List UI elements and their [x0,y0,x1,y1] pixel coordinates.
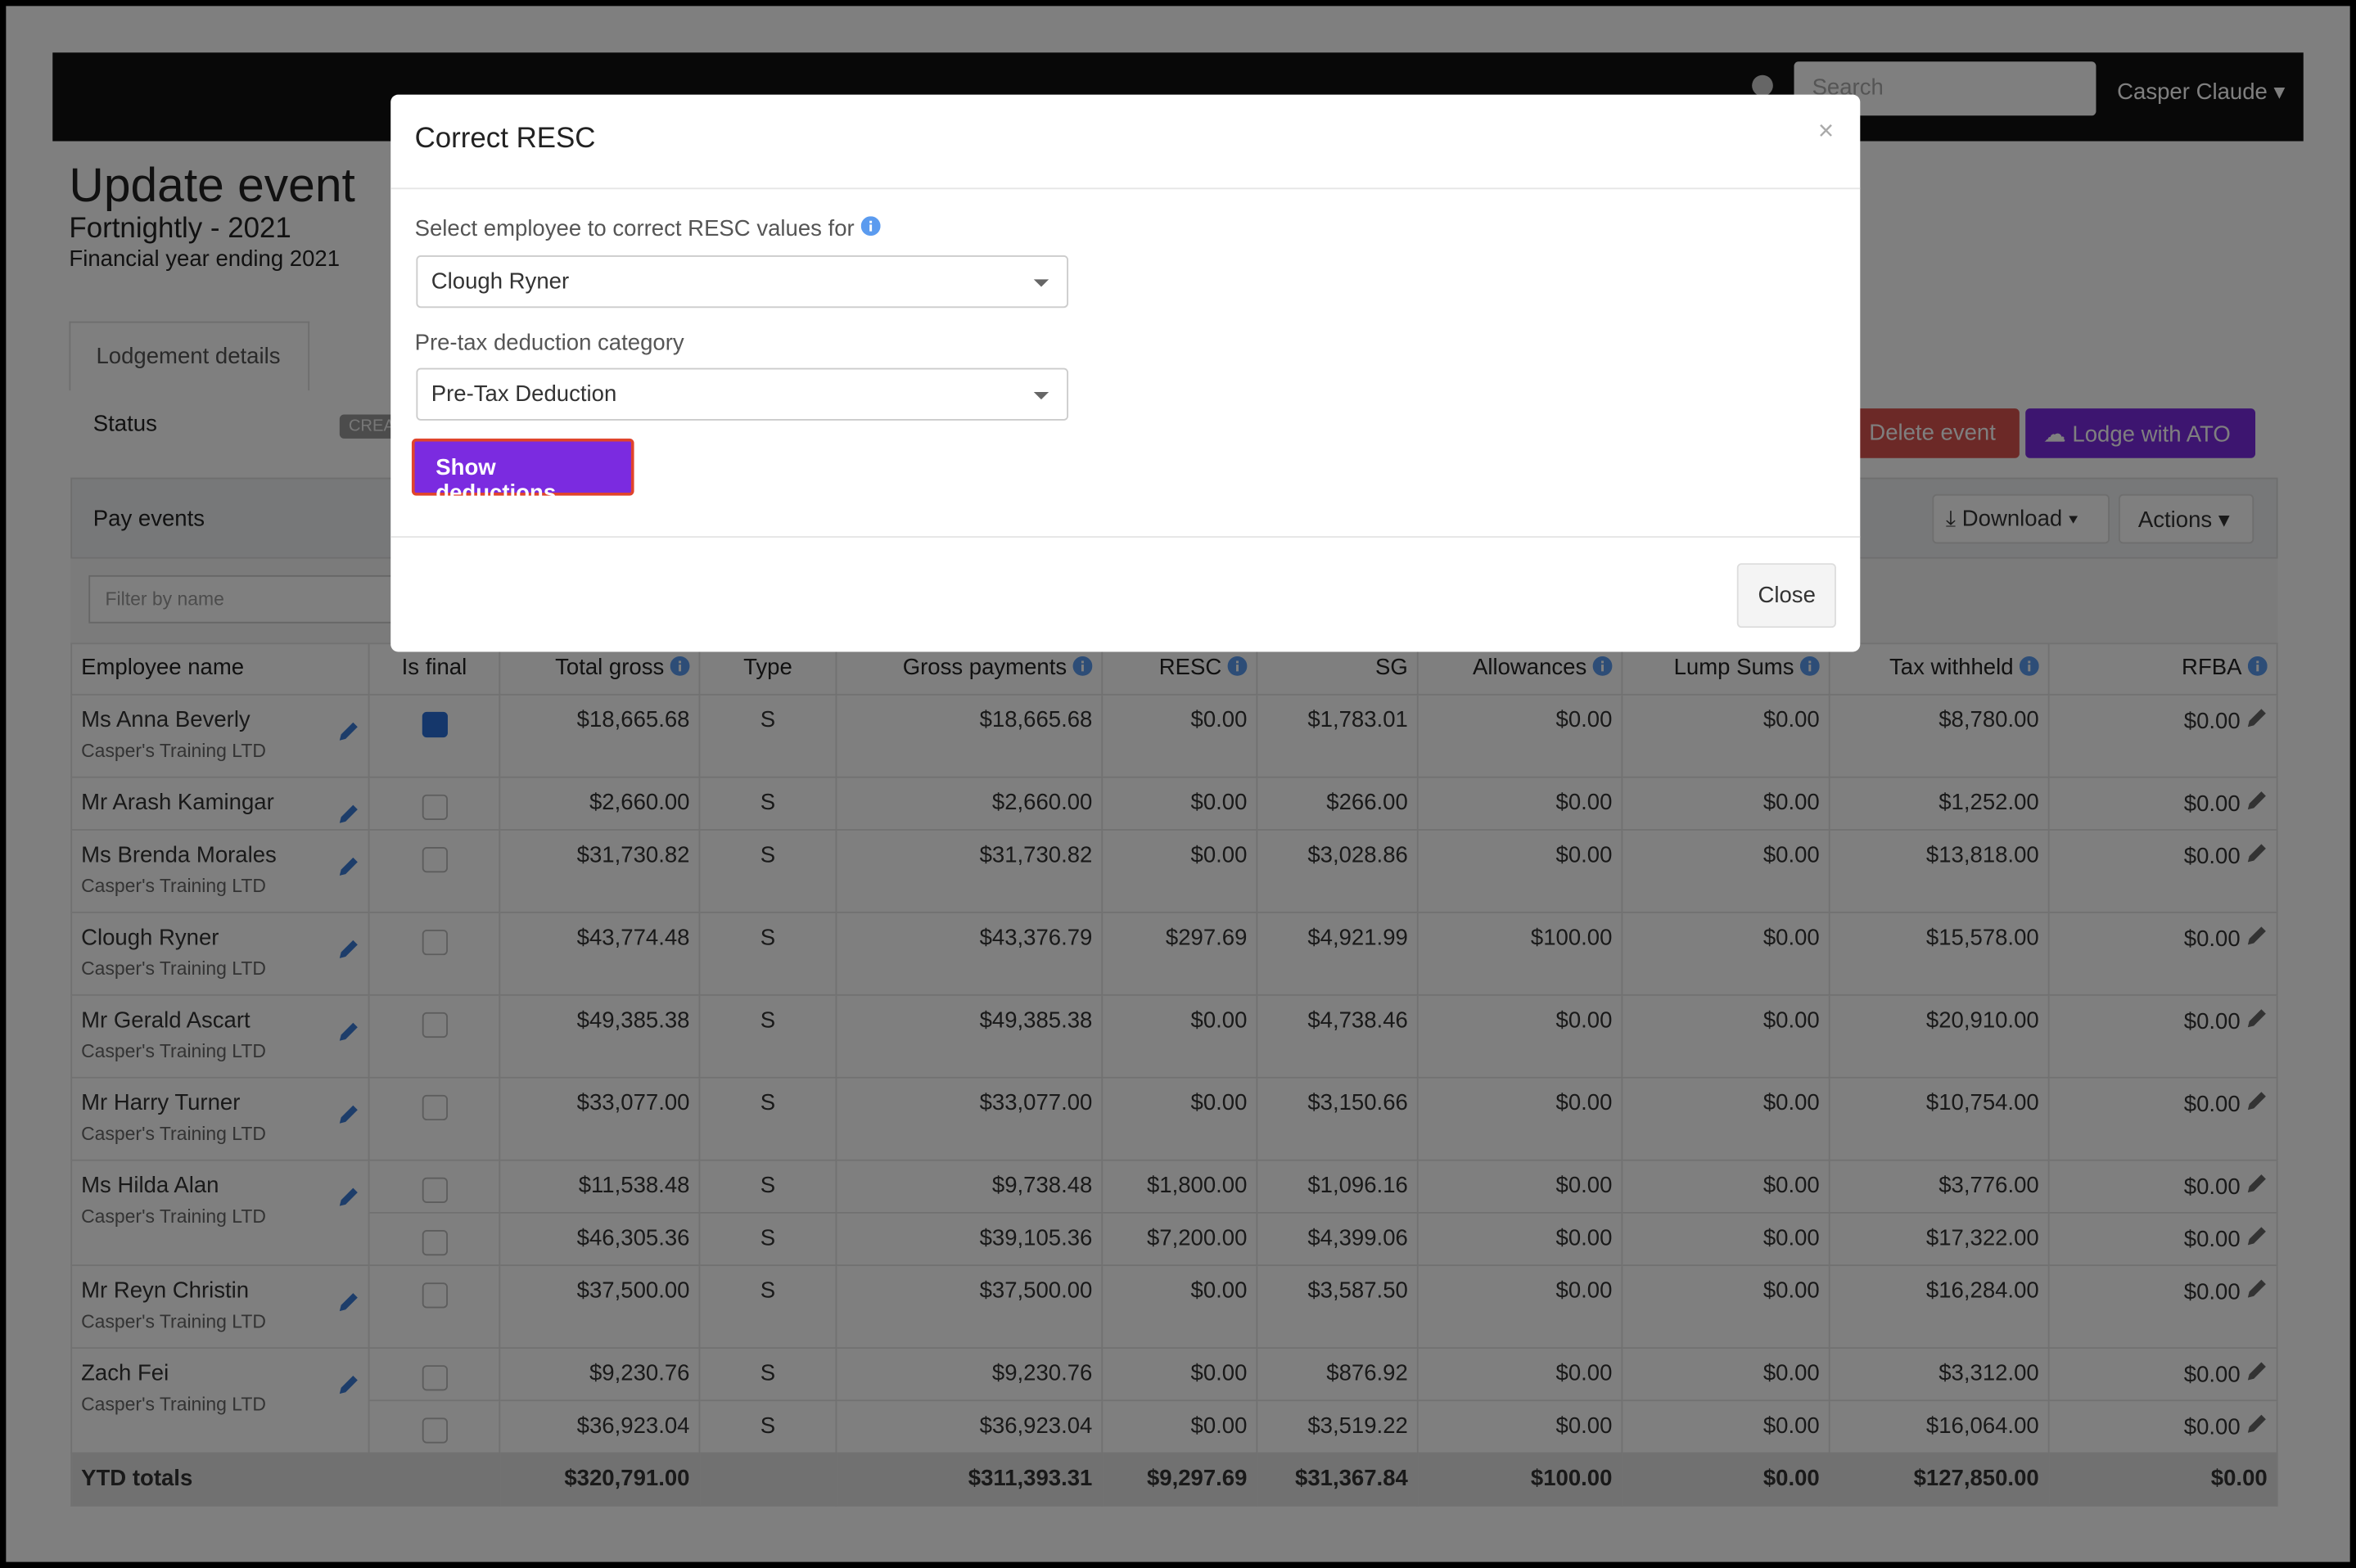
category-label: Pre-tax deduction category [414,330,684,356]
employee-value: Clough Ryner [431,268,570,295]
modal: Correct RESC × Select employee to correc… [390,94,1861,652]
show-deductions-button[interactable]: Show deductions [411,438,634,506]
category-select[interactable]: Pre-Tax Deduction [416,367,1069,421]
close-button[interactable]: Close [1736,563,1836,629]
employee-label-text: Select employee to correct RESC values f… [414,216,855,242]
info-icon[interactable] [860,216,881,237]
modal-title: Correct RESC [414,123,596,155]
category-value: Pre-Tax Deduction [431,381,617,408]
employee-select[interactable]: Clough Ryner [416,255,1069,309]
divider [390,187,1861,190]
modal-close-x[interactable]: × [1817,115,1835,146]
employee-label: Select employee to correct RESC values f… [415,216,881,241]
divider [390,536,1861,538]
